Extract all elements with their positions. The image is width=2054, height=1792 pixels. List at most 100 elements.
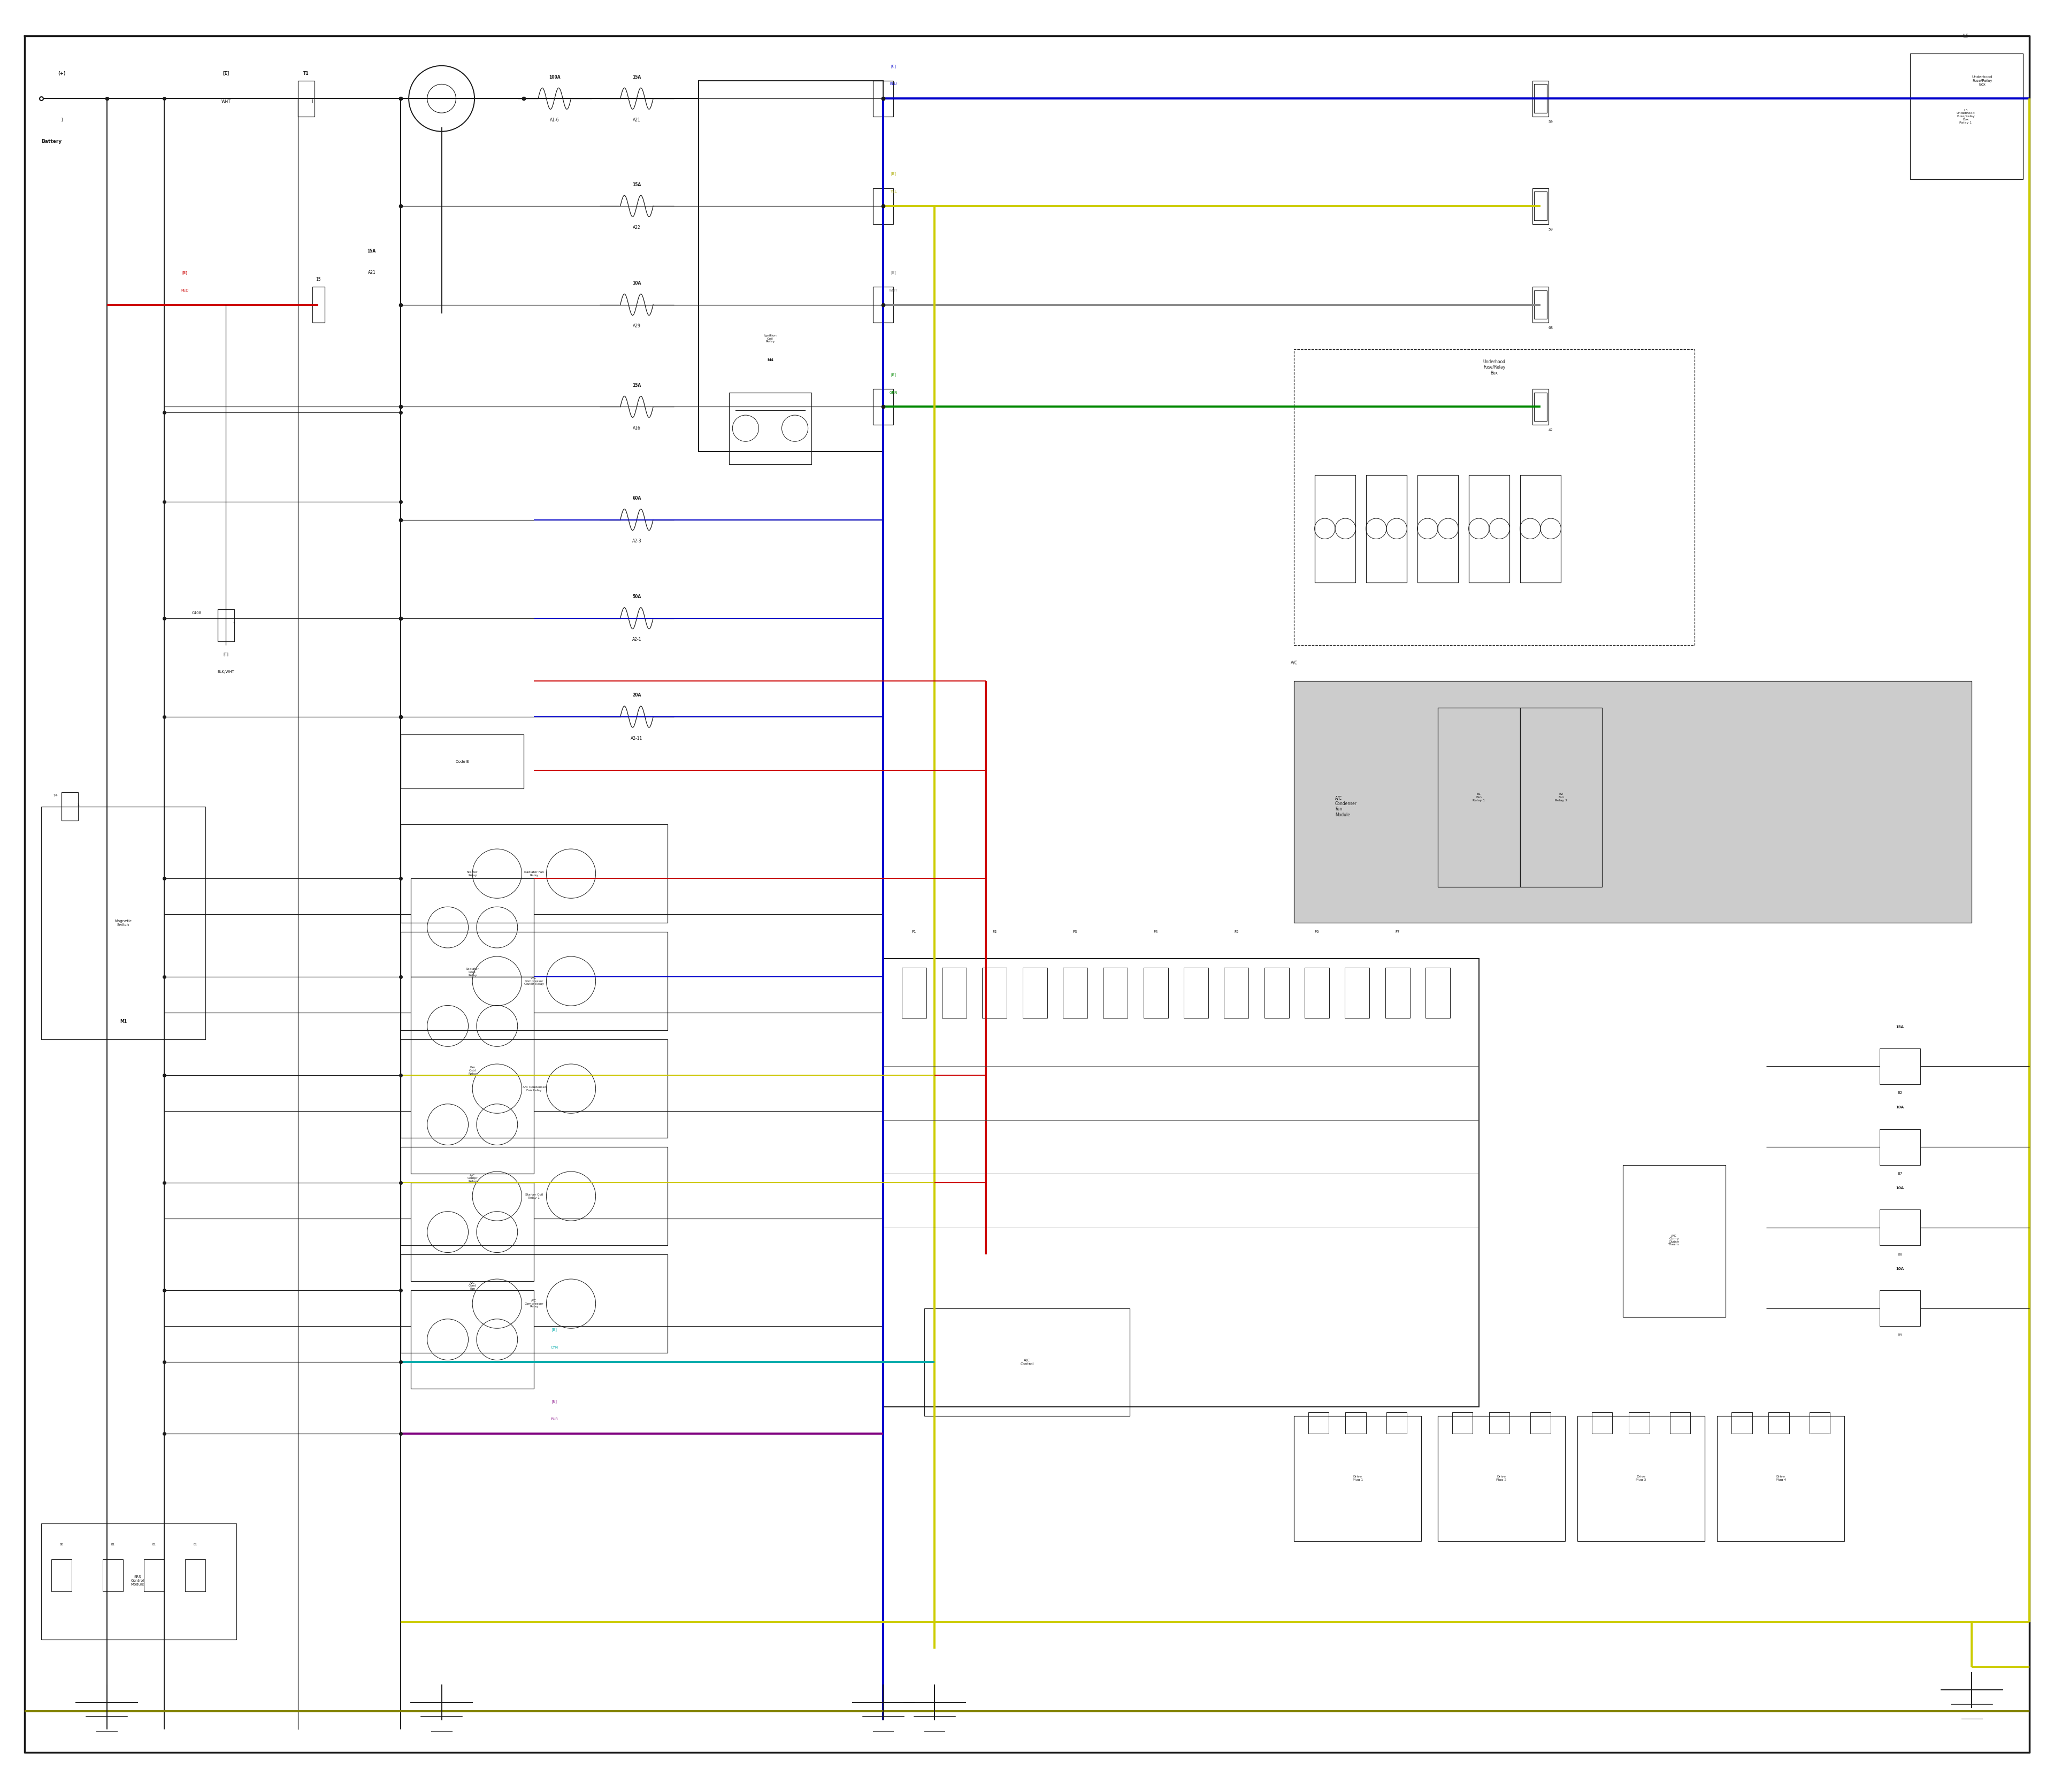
Text: [E]: [E] bbox=[553, 1400, 557, 1403]
Text: BLK/WHT: BLK/WHT bbox=[218, 670, 234, 674]
Bar bbox=[144, 1559, 164, 1591]
Text: 1: 1 bbox=[310, 100, 314, 104]
Bar bbox=[982, 968, 1006, 1018]
Bar bbox=[401, 735, 524, 788]
Bar bbox=[1879, 1048, 1920, 1084]
Text: Radiator
Cool.
Relay: Radiator Cool. Relay bbox=[466, 968, 479, 977]
Bar bbox=[1532, 389, 1549, 425]
Text: B8: B8 bbox=[1898, 1253, 1902, 1256]
Text: PUR: PUR bbox=[550, 1417, 559, 1421]
Bar bbox=[873, 81, 893, 116]
Bar bbox=[1425, 968, 1450, 1018]
Bar bbox=[1520, 708, 1602, 887]
Bar bbox=[1629, 1412, 1649, 1434]
Bar bbox=[411, 878, 534, 977]
Text: F4: F4 bbox=[1154, 930, 1158, 934]
Text: A/C
Condenser
Fan
Module: A/C Condenser Fan Module bbox=[1335, 796, 1358, 817]
Text: 10A: 10A bbox=[1896, 1186, 1904, 1190]
Text: 60A: 60A bbox=[633, 496, 641, 500]
Bar bbox=[401, 1254, 668, 1353]
Text: SRS
Control
Module: SRS Control Module bbox=[131, 1575, 144, 1586]
Text: 20A: 20A bbox=[633, 694, 641, 697]
Text: A21: A21 bbox=[368, 271, 376, 274]
Bar bbox=[873, 389, 893, 425]
Bar bbox=[1717, 1416, 1844, 1541]
Text: WHT: WHT bbox=[222, 100, 230, 104]
Bar bbox=[1315, 475, 1356, 582]
Text: 15A: 15A bbox=[633, 383, 641, 387]
Bar bbox=[1345, 968, 1370, 1018]
Bar bbox=[401, 824, 668, 923]
Text: B1: B1 bbox=[152, 1543, 156, 1546]
Text: 1: 1 bbox=[60, 118, 64, 122]
Bar bbox=[298, 81, 314, 116]
Text: B1
Fan
Relay 1: B1 Fan Relay 1 bbox=[1473, 794, 1485, 801]
Text: Drive
Plug 3: Drive Plug 3 bbox=[1635, 1475, 1647, 1482]
Bar bbox=[1810, 1412, 1830, 1434]
Text: A/C Condenser
Fan Relay: A/C Condenser Fan Relay bbox=[522, 1086, 546, 1091]
Bar bbox=[185, 1559, 205, 1591]
Text: B7: B7 bbox=[1898, 1172, 1902, 1176]
Text: Drive
Plug 1: Drive Plug 1 bbox=[1352, 1475, 1364, 1482]
Text: A2-11: A2-11 bbox=[631, 737, 643, 740]
Text: 42: 42 bbox=[1549, 428, 1553, 432]
Text: WHT: WHT bbox=[889, 289, 898, 292]
Text: L5
Underhood
Fuse/Relay
Box
Relay 1: L5 Underhood Fuse/Relay Box Relay 1 bbox=[1955, 109, 1976, 124]
Bar bbox=[1534, 192, 1547, 220]
Bar bbox=[1308, 1412, 1329, 1434]
Bar bbox=[1103, 968, 1128, 1018]
Text: A/C
Control: A/C Control bbox=[1021, 1358, 1033, 1366]
Text: M1: M1 bbox=[119, 1020, 127, 1023]
Text: A21: A21 bbox=[633, 118, 641, 122]
Text: 68: 68 bbox=[1549, 326, 1553, 330]
Text: Starter Coil
Relay 1: Starter Coil Relay 1 bbox=[526, 1193, 542, 1199]
Text: 10A: 10A bbox=[633, 281, 641, 285]
Text: 15: 15 bbox=[316, 278, 320, 281]
Bar bbox=[1224, 968, 1249, 1018]
Text: Magnetic
Switch: Magnetic Switch bbox=[115, 919, 131, 926]
Bar bbox=[1623, 1165, 1725, 1317]
Bar bbox=[1294, 1416, 1421, 1541]
Bar bbox=[41, 1523, 236, 1640]
Bar bbox=[1265, 968, 1290, 1018]
Bar bbox=[698, 81, 883, 452]
Bar bbox=[883, 959, 1479, 1407]
Text: T4: T4 bbox=[53, 794, 58, 797]
Text: B0: B0 bbox=[60, 1543, 64, 1546]
Bar bbox=[41, 806, 205, 1039]
Bar bbox=[1438, 1416, 1565, 1541]
Text: B1: B1 bbox=[111, 1543, 115, 1546]
Text: A/C
Compressor
Relay: A/C Compressor Relay bbox=[524, 1299, 544, 1308]
Text: F6: F6 bbox=[1315, 930, 1319, 934]
Text: 10A: 10A bbox=[1896, 1106, 1904, 1109]
Bar bbox=[873, 188, 893, 224]
Bar bbox=[873, 287, 893, 323]
Bar bbox=[1670, 1412, 1690, 1434]
Text: F1: F1 bbox=[912, 930, 916, 934]
Text: A/C
Compressor
Clutch Relay: A/C Compressor Clutch Relay bbox=[524, 977, 544, 986]
Text: [E]: [E] bbox=[222, 72, 230, 75]
Text: B1: B1 bbox=[193, 1543, 197, 1546]
Text: (+): (+) bbox=[58, 72, 66, 75]
Text: F5: F5 bbox=[1234, 930, 1239, 934]
Text: Drive
Plug 2: Drive Plug 2 bbox=[1495, 1475, 1508, 1482]
Text: 15A: 15A bbox=[1896, 1025, 1904, 1029]
Text: Code B: Code B bbox=[456, 760, 468, 763]
Text: B2: B2 bbox=[1898, 1091, 1902, 1095]
Bar bbox=[1532, 188, 1549, 224]
Bar bbox=[1469, 475, 1510, 582]
Text: [E]: [E] bbox=[891, 373, 896, 376]
Text: [E]: [E] bbox=[891, 65, 896, 68]
Text: [E]: [E] bbox=[183, 271, 187, 274]
Bar bbox=[1417, 475, 1458, 582]
Bar bbox=[401, 1147, 668, 1245]
Text: 59: 59 bbox=[1549, 120, 1553, 124]
Text: A22: A22 bbox=[633, 226, 641, 229]
Bar bbox=[1438, 708, 1520, 887]
Text: [E]: [E] bbox=[891, 172, 896, 176]
Bar bbox=[1520, 475, 1561, 582]
Text: A2-3: A2-3 bbox=[633, 539, 641, 543]
Bar bbox=[1534, 290, 1547, 319]
Bar bbox=[1366, 475, 1407, 582]
Bar bbox=[51, 1559, 72, 1591]
